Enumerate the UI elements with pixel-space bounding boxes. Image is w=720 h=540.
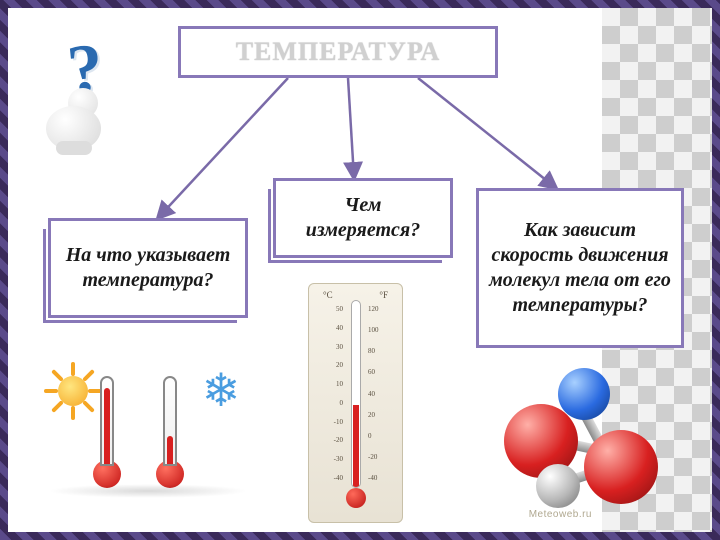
- question-box-1: На что указывает температура?: [48, 218, 248, 318]
- snowflake-icon: ❄: [198, 368, 244, 414]
- celsius-scale: 50403020100-10-20-30-40: [317, 306, 343, 482]
- thermometer-fill: [353, 405, 359, 487]
- hot-cold-illustration: ❄: [38, 348, 258, 508]
- question-1-text: На что указывает температура?: [61, 243, 235, 293]
- fahrenheit-scale: 120100806040200-20-40: [368, 306, 394, 482]
- watermark-text: Meteoweb.ru: [529, 509, 592, 520]
- hot-thermometer: [93, 376, 121, 488]
- molecule-illustration: [498, 368, 678, 528]
- title-box: ТЕМПЕРАТУРА: [178, 26, 498, 78]
- question-box-2: Чем измеряется?: [273, 178, 453, 258]
- thermometer-tube: [351, 300, 361, 488]
- title-text: ТЕМПЕРАТУРА: [236, 37, 441, 67]
- thermometer-bulb: [346, 488, 366, 508]
- unit-fahrenheit: °F: [379, 290, 388, 300]
- question-box-3: Как зависит скорость движения молекул те…: [476, 188, 684, 348]
- cold-thermometer: [156, 376, 184, 488]
- sun-icon: [48, 366, 98, 416]
- question-2-text: Чем измеряется?: [286, 193, 440, 243]
- unit-celsius: °C: [323, 290, 333, 300]
- slide-canvas: ТЕМПЕРАТУРА На что указывает температура…: [8, 8, 712, 532]
- figure-leg: [56, 141, 92, 155]
- question-3-text: Как зависит скорость движения молекул те…: [489, 218, 671, 318]
- thinking-figure: ?: [28, 36, 148, 176]
- large-thermometer: °C °F 50403020100-10-20-30-40 1201008060…: [308, 283, 403, 523]
